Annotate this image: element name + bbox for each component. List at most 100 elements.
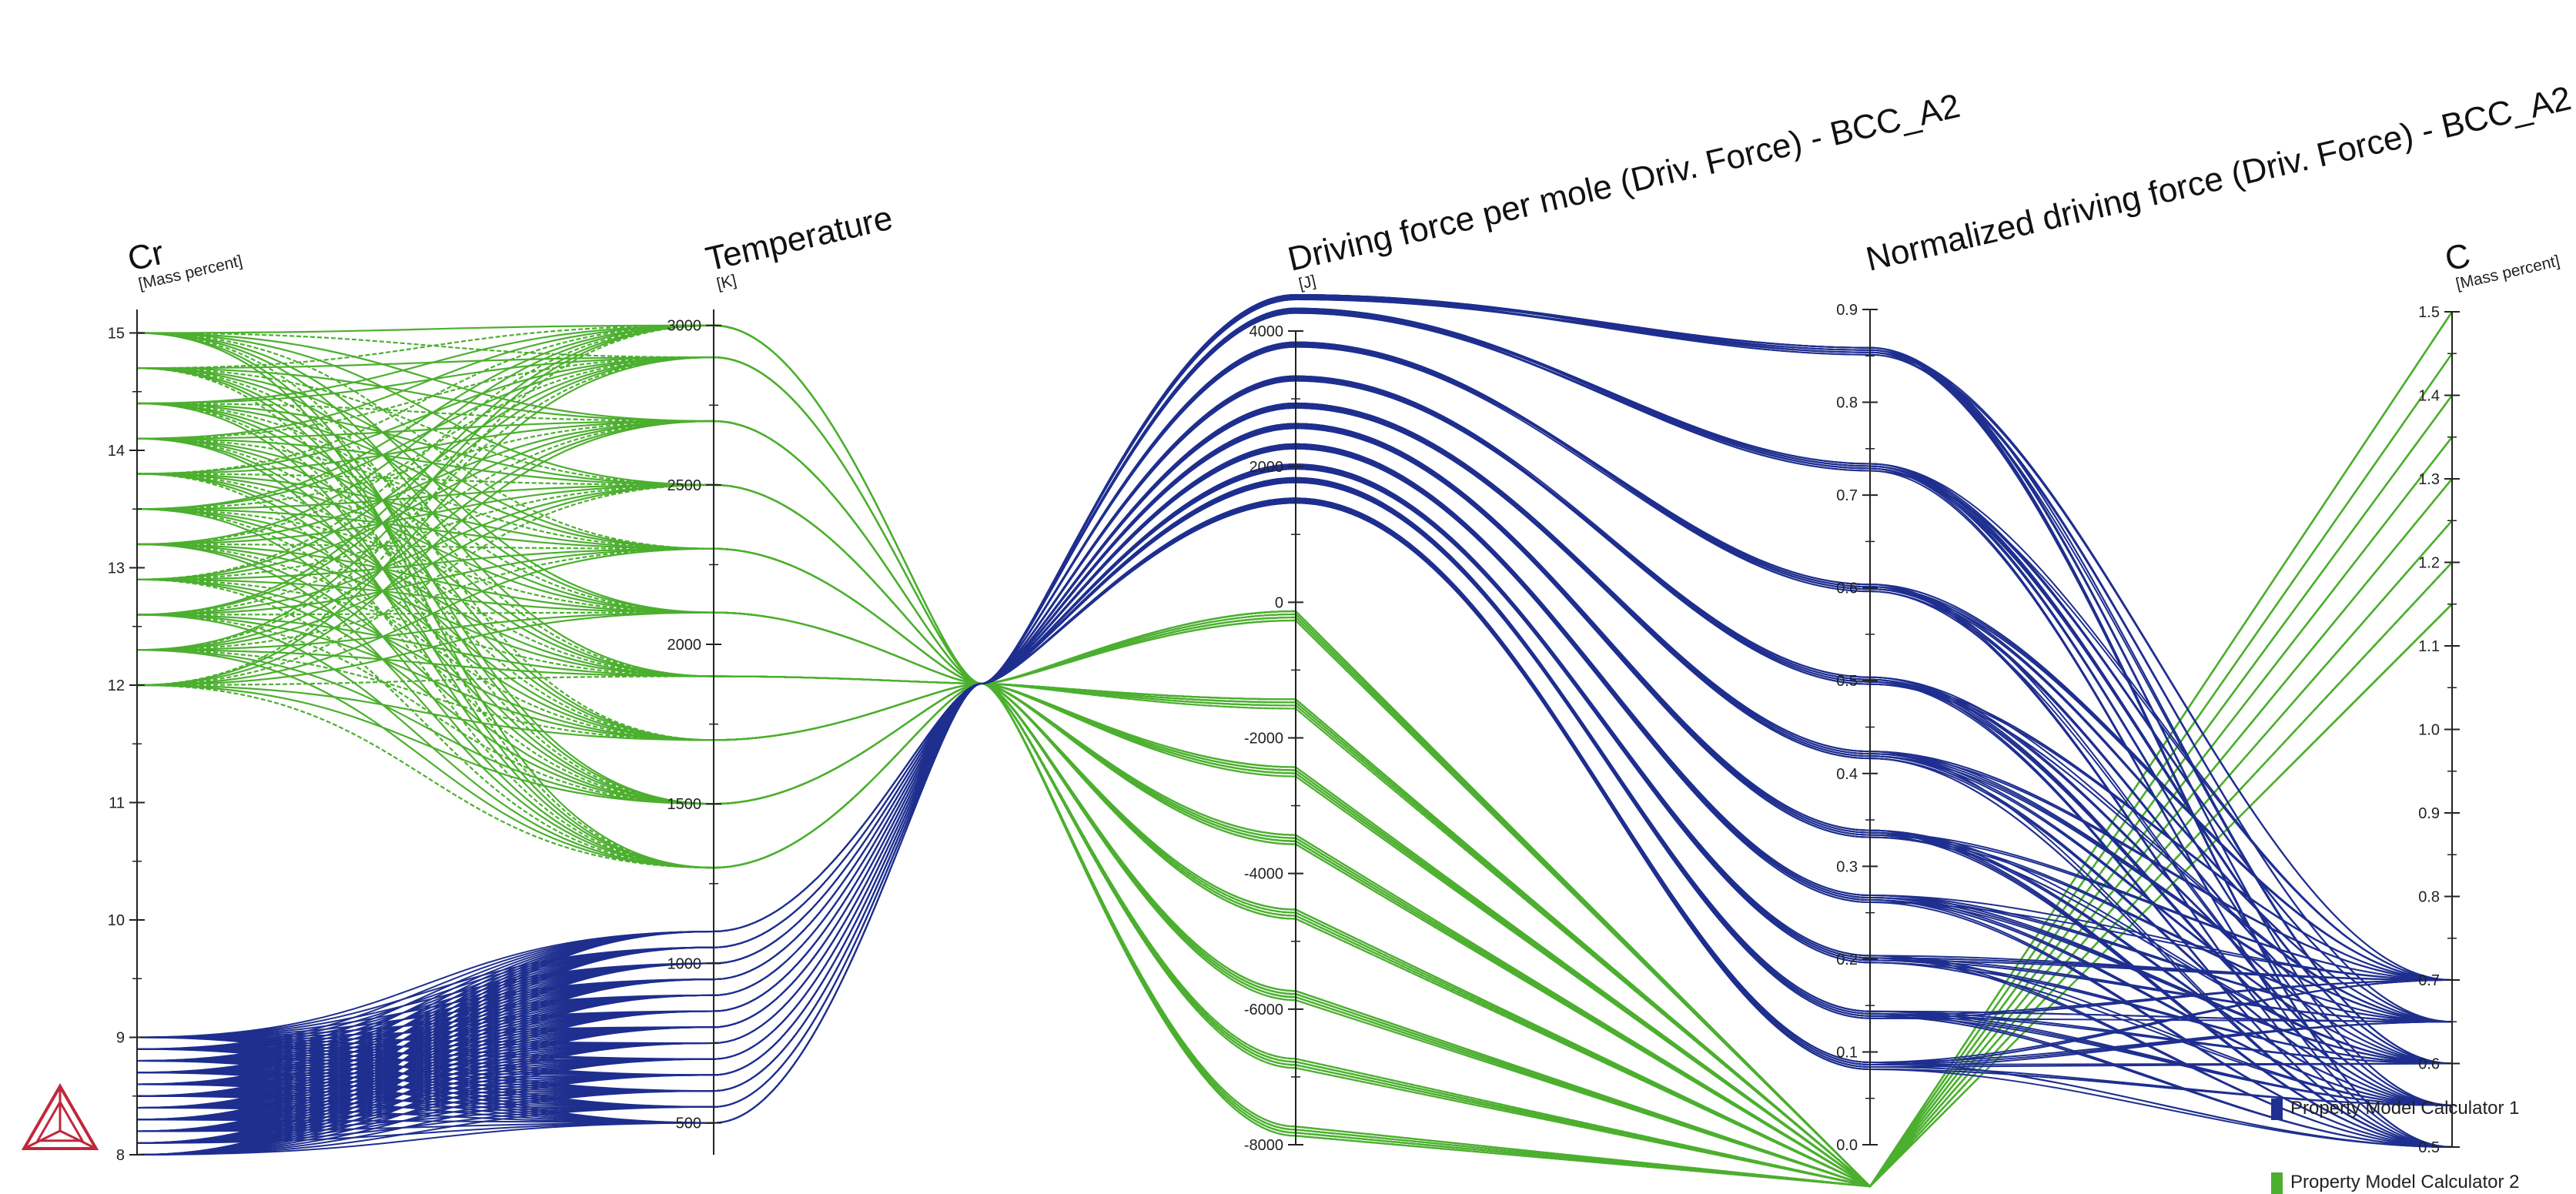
- series-2-polyline: [136, 324, 2453, 1188]
- tick-label: 0.2: [1836, 952, 1858, 968]
- tick-label: 0.0: [1836, 1137, 1858, 1154]
- series-2-polyline: [136, 332, 2453, 1188]
- series-1-polyline: [136, 466, 2453, 1038]
- series-2-polyline: [136, 324, 2453, 1188]
- legend-item-2: Property Model Calculator 2: [2271, 1172, 2519, 1194]
- series-1-polyline: [136, 423, 2453, 1148]
- series-2-polyline: [136, 324, 2453, 1188]
- tick-label: 0.1: [1836, 1044, 1858, 1061]
- series-2-polyline: [136, 402, 2453, 1188]
- series-1-polyline: [136, 500, 2453, 1106]
- tick-label: 1.0: [2418, 722, 2440, 739]
- tick-label: 10: [108, 912, 125, 929]
- thermo-calc-logo: [21, 1083, 99, 1150]
- series-2-polyline: [136, 402, 2453, 1188]
- tick-label: 1500: [667, 796, 702, 813]
- series-2-polyline: [136, 332, 2453, 1188]
- tick-label: 4000: [1250, 323, 1284, 340]
- logo-inner-triangle: [35, 1099, 85, 1142]
- series-2-polyline: [136, 324, 2453, 1188]
- tick-label: 1000: [667, 955, 702, 972]
- tick-label: 12: [108, 677, 125, 694]
- series-1-polyline: [136, 497, 2453, 1066]
- series-1-polyline: [136, 444, 2453, 1065]
- series-1-polyline: [136, 477, 2453, 1062]
- axis-title: Temperature: [702, 199, 896, 278]
- tick-label: 1.3: [2418, 471, 2440, 488]
- tick-label: 2000: [667, 637, 702, 654]
- tick-label: 500: [676, 1115, 701, 1132]
- tick-label: 0.8: [1836, 395, 1858, 412]
- tick-label: 1.5: [2418, 304, 2440, 321]
- tick-label: 1.4: [2418, 388, 2440, 405]
- polylines-layer: [136, 293, 2453, 1188]
- tick-label: 13: [108, 560, 125, 577]
- series-2-polyline: [136, 332, 2453, 1188]
- axis-title: Cr: [124, 234, 167, 279]
- series-2-polyline: [136, 311, 2453, 1188]
- series-1-polyline: [136, 379, 2453, 1106]
- tick-label: 0.9: [2418, 805, 2440, 822]
- axis-temp: 500 1000 1500 2000 2500 3000: [667, 309, 721, 1155]
- axis-title-group-temp: Temperature[K]: [702, 199, 896, 293]
- series-1-polyline: [136, 402, 2453, 1109]
- series-1-polyline: [136, 480, 2453, 1106]
- series-2-polyline: [136, 402, 2453, 1188]
- tick-label: 0.5: [1836, 673, 1858, 690]
- series-2-polyline: [136, 332, 2453, 1188]
- tick-label: 2500: [667, 477, 702, 494]
- tick-label: 0.7: [1836, 487, 1858, 504]
- legend-label: Property Model Calculator 1: [2290, 1098, 2519, 1119]
- series-1-polyline: [136, 446, 2453, 1062]
- axis-title: Driving force per mole (Driv. Force) - B…: [1284, 87, 1963, 279]
- axis-titles-layer: Cr[Mass percent] Temperature[K] Driving fo…: [124, 79, 2574, 293]
- tick-label: 1.1: [2418, 638, 2440, 655]
- tick-label: 3000: [667, 318, 702, 335]
- axis-df: -8000 -6000 -4000 -2000 0 2000 4000: [1244, 323, 1303, 1154]
- tick-label: 11: [109, 795, 125, 812]
- axis-ndf: 0.0 0.1 0.2 0.3 0.4 0.5 0.6 0.7 0.8 0.9: [1836, 302, 1878, 1154]
- series-2-polyline: [136, 324, 2453, 1188]
- series-2-polyline: [136, 324, 2453, 1188]
- tick-label: 0.7: [2418, 972, 2440, 989]
- series-1-polyline: [136, 447, 2453, 1148]
- legend-swatch: [2271, 1172, 2283, 1194]
- series-2-polyline: [136, 324, 2453, 1188]
- series-2-polyline: [136, 311, 2453, 1188]
- tick-label: 0.9: [1836, 302, 1858, 319]
- tick-label: 0.4: [1836, 766, 1858, 783]
- logo-outer-triangle: [21, 1083, 99, 1150]
- series-1-polyline: [136, 406, 2453, 1060]
- tick-label: -2000: [1244, 731, 1283, 748]
- series-1-polyline: [136, 468, 2453, 1106]
- series-1-polyline: [136, 295, 2453, 1106]
- series-2-polyline: [136, 402, 2453, 1188]
- tick-label: 0.3: [1836, 858, 1858, 875]
- series-property-model-calculator-2: [136, 311, 2453, 1188]
- tick-label: 8: [116, 1147, 125, 1164]
- tick-label: -8000: [1244, 1137, 1283, 1154]
- axis-title-group-df: Driving force per mole (Driv. Force) - B…: [1284, 87, 1963, 293]
- series-2-polyline: [136, 332, 2453, 1188]
- logo-spoke: [59, 1129, 97, 1150]
- axis-title-group-cr: Cr[Mass percent]: [124, 234, 244, 293]
- tick-label: 2000: [1250, 459, 1284, 476]
- tick-label: 0.8: [2418, 889, 2440, 906]
- axis-unit: [J]: [1297, 272, 1318, 293]
- tick-label: 0: [1275, 594, 1283, 611]
- series-1-polyline: [136, 343, 2453, 1038]
- tick-label: 1.2: [2418, 555, 2440, 572]
- tick-label: 0.6: [2418, 1056, 2440, 1073]
- axis-unit: [K]: [715, 272, 738, 293]
- legend: Property Model Calculator 1 Property Mode…: [2271, 1098, 2519, 1194]
- legend-label: Property Model Calculator 2: [2290, 1172, 2519, 1192]
- series-1-polyline: [136, 502, 2453, 1069]
- series-2-polyline: [136, 332, 2453, 1188]
- series-1-polyline: [136, 293, 2453, 1148]
- series-1-polyline: [136, 309, 2453, 1065]
- axis-title-group-c: C[Mass percent]: [2441, 236, 2561, 293]
- logo-spoke: [23, 1129, 61, 1150]
- series-1-polyline: [136, 466, 2453, 1097]
- tick-label: 15: [108, 326, 125, 343]
